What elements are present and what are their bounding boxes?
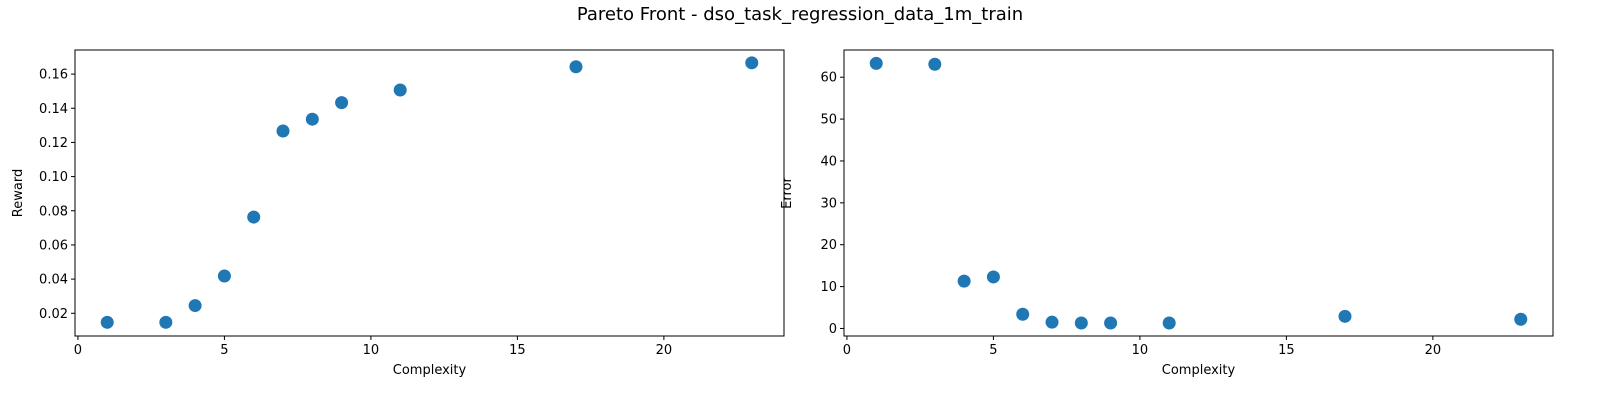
reward-y-axis-label: Reward [11,169,26,217]
reward-y-tick-label: 0.14 [39,102,68,117]
error-data-point [1104,316,1118,330]
reward-panel: 0 5 10 15 20 0.02 0.04 0.06 0.08 0.10 0.12 0.14 0.16… [11,49,785,378]
error-data-point [1074,316,1088,330]
reward-y-tick-label: 0.10 [39,170,68,185]
error-data-point [1514,312,1528,326]
error-data-point [986,270,1000,284]
reward-y-tick-label: 0.12 [39,136,68,151]
reward-x-tick-label: 20 [656,343,673,358]
reward-data-point [393,83,407,97]
reward-data-point [100,315,114,329]
error-x-tick-label: 5 [989,343,997,358]
reward-data-point [335,96,349,110]
error-y-tick-label: 10 [820,280,837,295]
error-data-point [869,56,883,70]
error-x-axis-label: Complexity [1162,363,1236,378]
error-y-tick-label: 30 [820,196,837,211]
error-data-point [1045,315,1059,329]
reward-data-point [247,210,261,224]
figure-title: Pareto Front - dso_task_regression_data_… [576,4,1024,25]
error-y-axis-label: Error [780,177,795,209]
reward-data-point [305,112,319,126]
error-panel: 0 5 10 15 20 0 10 20 30 40 50 60 Complexity Error [780,49,1554,378]
error-y-tick-label: 40 [820,154,837,169]
error-x-tick-label: 10 [1132,343,1149,358]
reward-data-point [569,60,583,74]
error-y-tick-label: 60 [820,71,837,86]
reward-data-point [745,56,759,70]
reward-x-axis-label: Complexity [393,363,467,378]
error-y-tick-label: 0 [829,322,837,337]
error-x-tick-label: 15 [1278,343,1295,358]
error-y-tick-label: 20 [820,238,837,253]
reward-data-point [159,315,173,329]
reward-y-tick-label: 0.04 [39,273,68,288]
reward-y-tick-label: 0.06 [39,238,68,253]
error-x-tick-label: 0 [843,343,851,358]
error-data-point [1016,307,1030,321]
reward-data-point [276,124,290,138]
reward-x-tick-label: 5 [220,343,228,358]
error-axes-frame [843,49,1554,337]
error-data-point [1162,316,1176,330]
reward-data-point [188,299,202,313]
reward-y-tick-label: 0.16 [39,68,68,83]
reward-x-tick-label: 10 [363,343,380,358]
error-data-point [957,274,971,288]
reward-x-tick-label: 15 [509,343,526,358]
reward-axes-frame [74,49,785,337]
reward-data-point [217,269,231,283]
error-y-tick-label: 50 [820,113,837,128]
error-data-point [1338,309,1352,323]
reward-y-tick-label: 0.02 [39,307,68,322]
reward-x-tick-label: 0 [74,343,82,358]
error-x-tick-label: 20 [1425,343,1442,358]
error-data-point [928,57,942,71]
reward-y-tick-label: 0.08 [39,204,68,219]
